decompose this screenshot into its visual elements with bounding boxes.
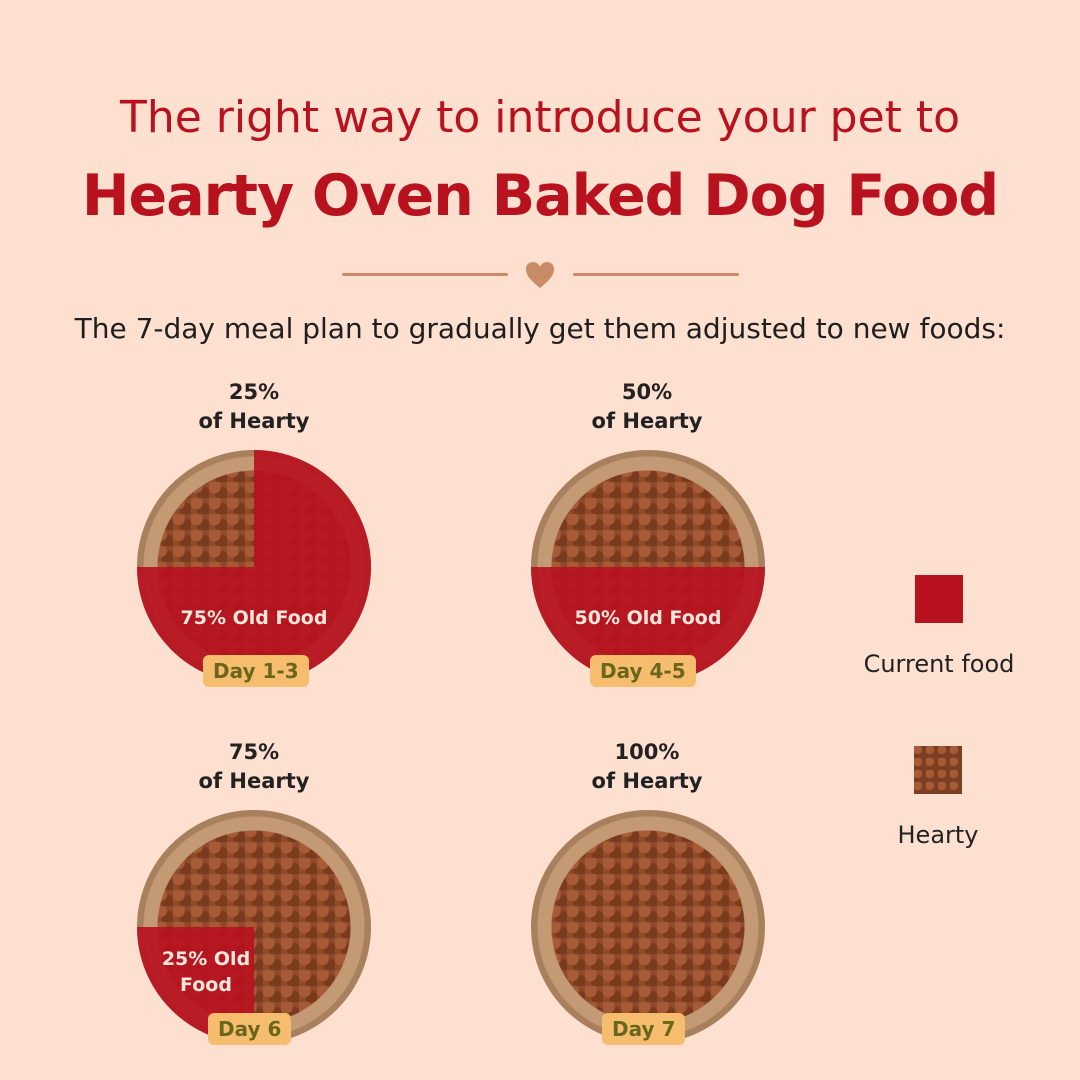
legend-current-food-label: Current food [863,650,1015,678]
percent: 75% [228,740,280,764]
step-4-bowl [531,810,765,1044]
legend-hearty-swatch [914,746,962,794]
old-label-line-1: 25% Old [161,948,251,970]
intro-text: The 7-day meal plan to gradually get the… [74,312,1006,345]
percent: 100% [614,740,680,764]
page-title: Hearty Oven Baked Dog Food [81,163,999,229]
step-3-old-food-overlay [137,810,371,1044]
heart-icon [526,262,554,288]
step-2-old-food-overlay [531,450,765,684]
of-hearty: of Hearty [198,409,310,433]
of-hearty: of Hearty [591,409,703,433]
step-2-day-badge: Day 4-5 [590,655,696,687]
legend-current-food-swatch [915,575,963,623]
subtitle: The right way to introduce your pet to [119,92,961,143]
step-2-percent: 50% of Hearty [527,378,767,436]
step-3-day-badge: Day 6 [208,1013,292,1045]
step-4-day-badge: Day 7 [602,1013,686,1045]
step-1-day-badge: Day 1-3 [203,655,309,687]
step-1-old-food-overlay [137,450,371,684]
step-4-percent: 100% of Hearty [527,738,767,796]
old-label-line-2: Food [180,974,232,996]
of-hearty: of Hearty [198,769,310,793]
step-3-percent: 75% of Hearty [134,738,374,796]
divider-left [342,273,508,276]
step-3-old-label: 25% Old Food [146,946,266,998]
legend-hearty-label: Hearty [897,821,979,849]
step-1-old-label: 75% Old Food [180,607,328,629]
divider-right [573,273,739,276]
step-1-percent: 25% of Hearty [134,378,374,436]
of-hearty: of Hearty [591,769,703,793]
percent: 50% [621,380,673,404]
step-2-old-label: 50% Old Food [574,607,722,629]
percent: 25% [228,380,280,404]
